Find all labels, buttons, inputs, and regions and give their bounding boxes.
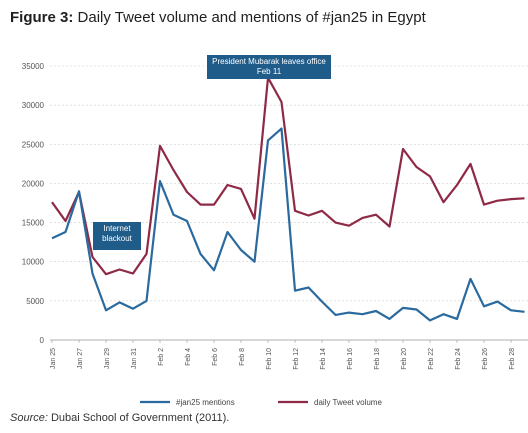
y-tick-label: 35000 xyxy=(22,62,45,71)
mubarak-annotation: President Mubarak leaves office Feb 11 xyxy=(207,55,331,79)
x-tick-label: Feb 4 xyxy=(185,348,192,366)
x-tick-label: Feb 10 xyxy=(266,348,273,370)
y-axis-ticks: 0 5000 10000 15000 20000 25000 30000 35000 xyxy=(22,62,45,345)
x-tick-label: Feb 24 xyxy=(455,348,462,370)
x-tick-label: Feb 20 xyxy=(401,348,408,370)
x-tick-label: Feb 28 xyxy=(509,348,516,370)
x-tick-label: Feb 8 xyxy=(239,348,246,366)
x-tick-label: Feb 26 xyxy=(482,348,489,370)
series-line-daily-tweet-volume xyxy=(51,76,525,276)
y-tick-label: 10000 xyxy=(22,258,45,267)
x-axis-ticks: Jan 25 Jan 27 Jan 29 Jan 31 Feb 2 Feb 4 Feb 6 F… xyxy=(50,340,516,370)
y-tick-label: 30000 xyxy=(22,101,45,110)
x-tick-label: Feb 18 xyxy=(374,348,381,370)
legend-label: daily Tweet volume xyxy=(314,398,382,407)
y-tick-label: 20000 xyxy=(22,179,45,188)
series-line-jan25-mentions xyxy=(51,127,525,322)
x-tick-label: Feb 16 xyxy=(347,348,354,370)
x-tick-label: Feb 2 xyxy=(158,348,165,366)
x-tick-label: Feb 6 xyxy=(212,348,219,366)
x-tick-label: Feb 12 xyxy=(293,348,300,370)
figure-title: Figure 3: Daily Tweet volume and mention… xyxy=(10,9,426,26)
y-tick-label: 0 xyxy=(40,336,45,345)
series-lines xyxy=(51,76,525,322)
source-text: Dubai School of Government (2011). xyxy=(50,412,230,424)
y-tick-label: 25000 xyxy=(22,140,45,149)
x-tick-label: Jan 25 xyxy=(50,348,57,369)
internet-blackout-annotation: Internet blackout xyxy=(93,222,141,250)
figure-label: Figure 3: xyxy=(10,9,74,26)
source-label: Source: xyxy=(10,412,48,424)
x-tick-label: Feb 14 xyxy=(320,348,327,370)
y-tick-label: 5000 xyxy=(26,297,44,306)
gridlines xyxy=(50,65,528,341)
source-note: Source: Dubai School of Government (2011… xyxy=(10,412,229,424)
x-tick-label: Jan 31 xyxy=(131,348,138,369)
y-tick-label: 15000 xyxy=(22,219,45,228)
x-tick-label: Jan 27 xyxy=(77,348,84,369)
legend: #jan25 mentions daily Tweet volume xyxy=(140,398,382,407)
figure-title-text: Daily Tweet volume and mentions of #jan2… xyxy=(77,9,426,26)
x-tick-label: Feb 22 xyxy=(428,348,435,370)
x-tick-label: Jan 29 xyxy=(104,348,111,369)
legend-label: #jan25 mentions xyxy=(176,398,235,407)
